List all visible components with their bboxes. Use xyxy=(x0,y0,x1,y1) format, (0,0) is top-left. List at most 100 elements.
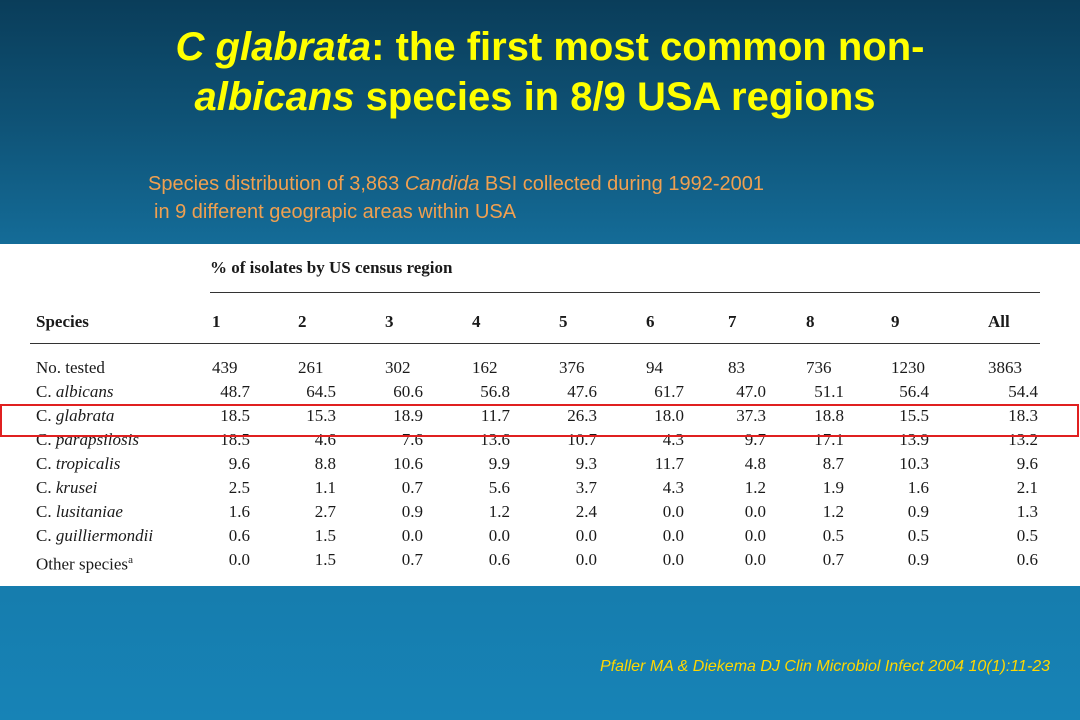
column-header-5: 5 xyxy=(559,312,568,331)
table-cell: 0.0 xyxy=(744,526,766,545)
table-cell: 0.5 xyxy=(1016,526,1038,545)
table-cell: 18.0 xyxy=(654,406,684,425)
species-name: C. guilliermondii xyxy=(36,526,154,545)
table-cell: 0.0 xyxy=(488,526,510,545)
table-cell: 1.2 xyxy=(488,502,510,521)
table-cell: 1.2 xyxy=(744,478,766,497)
table-cell: 18.8 xyxy=(814,406,844,425)
table-cell: 0.9 xyxy=(401,502,423,521)
species-name: C. parapsilosis xyxy=(36,430,139,449)
column-header-2: 2 xyxy=(298,312,307,331)
table-cell: 48.7 xyxy=(220,382,250,401)
column-header-7: 7 xyxy=(728,312,737,331)
table-cell: 0.0 xyxy=(662,550,684,569)
table-cell: 2.4 xyxy=(575,502,597,521)
table-cell: 61.7 xyxy=(654,382,684,401)
subtitle-line2: in 9 different geograpic areas within US… xyxy=(154,201,517,223)
table-cell: 0.5 xyxy=(822,526,844,545)
table-cell: 64.5 xyxy=(306,382,336,401)
table-cell: 10.3 xyxy=(899,454,929,473)
table-cell: 3863 xyxy=(988,358,1022,377)
citation: Pfaller MA & Diekema DJ Clin Microbiol I… xyxy=(600,658,1050,675)
table-cell: 54.4 xyxy=(1008,382,1038,401)
column-header-10: All xyxy=(988,312,1010,331)
table-cell: 13.9 xyxy=(899,430,929,449)
species-column-header: Species xyxy=(36,312,89,331)
table-cell: 0.0 xyxy=(228,550,250,569)
table-cell: 4.8 xyxy=(744,454,766,473)
table-cell: 2.7 xyxy=(314,502,336,521)
column-header-1: 1 xyxy=(212,312,221,331)
table-rule-header xyxy=(30,343,1040,344)
table-cell: 8.7 xyxy=(822,454,844,473)
table-cell: 261 xyxy=(298,358,324,377)
table-cell: 51.1 xyxy=(814,382,844,401)
table-cell: 0.5 xyxy=(907,526,929,545)
column-header-9: 9 xyxy=(891,312,900,331)
table-cell: 37.3 xyxy=(736,406,766,425)
table-cell: 1.1 xyxy=(314,478,336,497)
table-cell: 9.9 xyxy=(488,454,510,473)
table-cell: 18.9 xyxy=(393,406,423,425)
table-cell: 94 xyxy=(646,358,663,377)
table-cell: 162 xyxy=(472,358,498,377)
species-name: C. glabrata xyxy=(36,406,115,425)
title-text-2: species in 8/9 USA regions xyxy=(354,75,876,119)
table-cell: 0.7 xyxy=(401,550,423,569)
table-cell: 736 xyxy=(806,358,832,377)
table-cell: 1.5 xyxy=(314,526,336,545)
species-name: Other speciesa xyxy=(36,554,133,574)
title-species-name: C glabrata xyxy=(175,25,372,69)
column-header-3: 3 xyxy=(385,312,394,331)
table-cell: 302 xyxy=(385,358,411,377)
glabrata-highlight-box xyxy=(0,404,1079,437)
table-cell: 4.3 xyxy=(662,478,684,497)
table-cell: 0.0 xyxy=(744,502,766,521)
table-cell: 0.0 xyxy=(575,550,597,569)
species-name: C. albicans xyxy=(36,382,114,401)
slide-title: C glabrata: the first most common non- a… xyxy=(0,22,1080,122)
table-cell: 0.0 xyxy=(401,526,423,545)
table-cell: 7.6 xyxy=(401,430,423,449)
table-cell: 18.5 xyxy=(220,430,250,449)
table-cell: 9.3 xyxy=(575,454,597,473)
table-cell: 376 xyxy=(559,358,585,377)
table-cell: 1.5 xyxy=(314,550,336,569)
table-cell: 2.5 xyxy=(228,478,250,497)
table-cell: 47.0 xyxy=(736,382,766,401)
table-cell: 0.0 xyxy=(575,526,597,545)
species-name: C. lusitaniae xyxy=(36,502,123,521)
table-cell: 0.6 xyxy=(1016,550,1038,569)
table-cell: 1.2 xyxy=(822,502,844,521)
title-text-1: : the first most common non- xyxy=(371,25,925,69)
table-cell: 1.3 xyxy=(1016,502,1038,521)
table-cell: 3.7 xyxy=(575,478,597,497)
table-cell: 4.3 xyxy=(662,430,684,449)
table-cell: 0.9 xyxy=(907,550,929,569)
table-cell: 26.3 xyxy=(567,406,597,425)
table-cell: 11.7 xyxy=(480,406,510,425)
table-cell: 439 xyxy=(212,358,238,377)
table-cell: 13.6 xyxy=(480,430,510,449)
species-distribution-table: % of isolates by US census region Specie… xyxy=(0,244,1080,586)
table-cell: 0.6 xyxy=(488,550,510,569)
table-cell: 1.6 xyxy=(228,502,250,521)
table-cell: 56.8 xyxy=(480,382,510,401)
table-cell: 1230 xyxy=(891,358,925,377)
table-cell: 15.3 xyxy=(306,406,336,425)
table-group-header: % of isolates by US census region xyxy=(210,258,453,277)
table-cell: 0.7 xyxy=(401,478,423,497)
table-cell: 56.4 xyxy=(899,382,929,401)
table-cell: 0.7 xyxy=(822,550,844,569)
table-cell: 9.6 xyxy=(1016,454,1038,473)
table-cell: 18.3 xyxy=(1008,406,1038,425)
table-rule-top xyxy=(210,292,1040,293)
species-name: C. tropicalis xyxy=(36,454,121,473)
table-cell: 4.6 xyxy=(314,430,336,449)
table-cell: 15.5 xyxy=(899,406,929,425)
table-cell: 2.1 xyxy=(1016,478,1038,497)
table-cell: 5.6 xyxy=(488,478,510,497)
species-name: C. krusei xyxy=(36,478,98,497)
table-cell: 47.6 xyxy=(567,382,597,401)
table-cell: 8.8 xyxy=(314,454,336,473)
